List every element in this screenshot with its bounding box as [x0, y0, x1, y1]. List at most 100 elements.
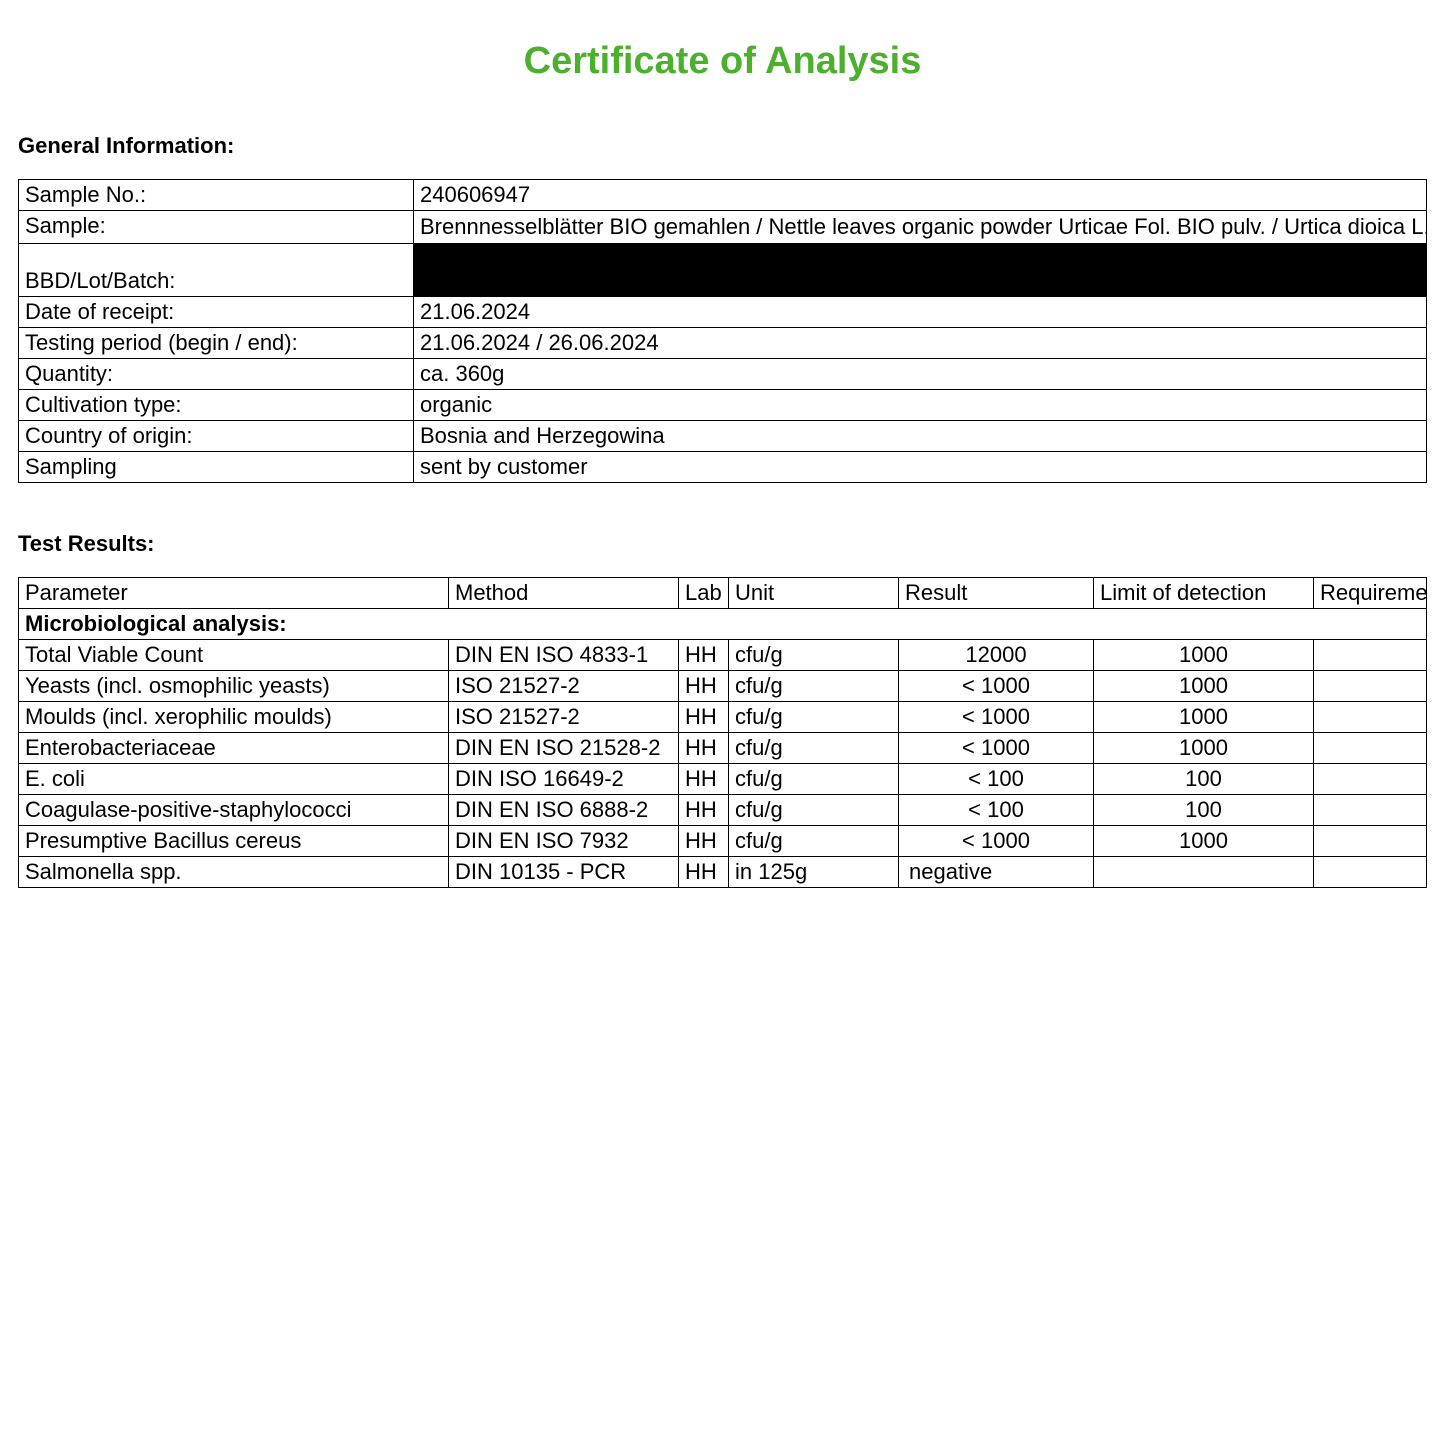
cell-lod: 1000 [1094, 732, 1314, 763]
info-row-redacted: BBD/Lot/Batch: [19, 243, 1427, 296]
cell-req [1314, 794, 1427, 825]
cell-lab: HH [679, 732, 729, 763]
cell-lab: HH [679, 856, 729, 887]
info-row: Testing period (begin / end): 21.06.2024… [19, 327, 1427, 358]
info-value: 21.06.2024 [414, 296, 1427, 327]
cell-req [1314, 732, 1427, 763]
cell-req [1314, 701, 1427, 732]
cell-result: < 1000 [899, 701, 1094, 732]
results-header-row: Parameter Method Lab Unit Result Limit o… [19, 577, 1427, 608]
col-method: Method [449, 577, 679, 608]
cell-unit: cfu/g [729, 732, 899, 763]
cell-method: DIN EN ISO 7932 [449, 825, 679, 856]
cell-lab: HH [679, 670, 729, 701]
cell-result: < 1000 [899, 825, 1094, 856]
col-requirements: Requirements [1314, 577, 1427, 608]
info-row: Sample No.: 240606947 [19, 180, 1427, 211]
cell-unit: cfu/g [729, 794, 899, 825]
cell-lod: 100 [1094, 763, 1314, 794]
cell-req [1314, 763, 1427, 794]
cell-lab: HH [679, 701, 729, 732]
cell-parameter: Moulds (incl. xerophilic moulds) [19, 701, 449, 732]
col-parameter: Parameter [19, 577, 449, 608]
cell-lab: HH [679, 763, 729, 794]
cell-req [1314, 856, 1427, 887]
info-row: Sample: Brennnesselblätter BIO gemahlen … [19, 211, 1427, 244]
table-row: Salmonella spp. DIN 10135 - PCR HH in 12… [19, 856, 1427, 887]
general-info-table: Sample No.: 240606947 Sample: Brennnesse… [18, 179, 1427, 483]
results-subheader-row: Microbiological analysis: [19, 608, 1427, 639]
page-title: Certificate of Analysis [18, 40, 1427, 83]
cell-unit: cfu/g [729, 670, 899, 701]
cell-lod: 100 [1094, 794, 1314, 825]
info-value: sent by customer [414, 451, 1427, 482]
info-label: Sample: [19, 211, 414, 244]
info-label: Sampling [19, 451, 414, 482]
leaf-watermark-icon [0, 911, 1445, 1451]
info-value: Bosnia and Herzegowina [414, 420, 1427, 451]
cell-unit: cfu/g [729, 639, 899, 670]
cell-parameter: Presumptive Bacillus cereus [19, 825, 449, 856]
info-label: Quantity: [19, 358, 414, 389]
info-row: Country of origin: Bosnia and Herzegowin… [19, 420, 1427, 451]
cell-lab: HH [679, 639, 729, 670]
info-label: Date of receipt: [19, 296, 414, 327]
col-unit: Unit [729, 577, 899, 608]
cell-req [1314, 639, 1427, 670]
cell-req [1314, 670, 1427, 701]
cell-method: DIN 10135 - PCR [449, 856, 679, 887]
general-info-label: General Information: [18, 133, 1427, 159]
general-info-body: Sample No.: 240606947 Sample: Brennnesse… [19, 180, 1427, 483]
info-label: Sample No.: [19, 180, 414, 211]
cell-method: ISO 21527-2 [449, 701, 679, 732]
test-results-label: Test Results: [18, 531, 1427, 557]
cell-parameter: Total Viable Count [19, 639, 449, 670]
table-row: Moulds (incl. xerophilic moulds) ISO 215… [19, 701, 1427, 732]
table-row: Coagulase-positive-staphylococci DIN EN … [19, 794, 1427, 825]
test-results-table: Parameter Method Lab Unit Result Limit o… [18, 577, 1427, 888]
cell-method: DIN EN ISO 21528-2 [449, 732, 679, 763]
info-value: organic [414, 389, 1427, 420]
cell-result: < 1000 [899, 732, 1094, 763]
info-label: Country of origin: [19, 420, 414, 451]
table-row: Presumptive Bacillus cereus DIN EN ISO 7… [19, 825, 1427, 856]
info-value: 21.06.2024 / 26.06.2024 [414, 327, 1427, 358]
cell-result: < 1000 [899, 670, 1094, 701]
cell-lod: 1000 [1094, 701, 1314, 732]
cell-parameter: Salmonella spp. [19, 856, 449, 887]
cell-lab: HH [679, 794, 729, 825]
cell-parameter: E. coli [19, 763, 449, 794]
results-subheader: Microbiological analysis: [19, 608, 1427, 639]
cell-lab: HH [679, 825, 729, 856]
cell-lod: 1000 [1094, 639, 1314, 670]
cell-parameter: Yeasts (incl. osmophilic yeasts) [19, 670, 449, 701]
certificate-page: Certificate of Analysis General Informat… [0, 0, 1445, 1451]
cell-method: ISO 21527-2 [449, 670, 679, 701]
table-row: E. coli DIN ISO 16649-2 HH cfu/g < 100 1… [19, 763, 1427, 794]
cell-unit: cfu/g [729, 763, 899, 794]
col-lab: Lab [679, 577, 729, 608]
cell-method: DIN EN ISO 6888-2 [449, 794, 679, 825]
cell-parameter: Enterobacteriaceae [19, 732, 449, 763]
cell-result: 12000 [899, 639, 1094, 670]
info-row: Quantity: ca. 360g [19, 358, 1427, 389]
cell-lod [1094, 856, 1314, 887]
info-value: Brennnesselblätter BIO gemahlen / Nettle… [414, 211, 1427, 244]
info-label: BBD/Lot/Batch: [19, 243, 414, 296]
cell-result: < 100 [899, 763, 1094, 794]
cell-method: DIN EN ISO 4833-1 [449, 639, 679, 670]
cell-parameter: Coagulase-positive-staphylococci [19, 794, 449, 825]
cell-result: < 100 [899, 794, 1094, 825]
redacted-value [414, 243, 1427, 296]
cell-req [1314, 825, 1427, 856]
info-row: Sampling sent by customer [19, 451, 1427, 482]
cell-unit: cfu/g [729, 825, 899, 856]
col-result: Result [899, 577, 1094, 608]
cell-method: DIN ISO 16649-2 [449, 763, 679, 794]
col-lod: Limit of detection [1094, 577, 1314, 608]
cell-unit: in 125g [729, 856, 899, 887]
info-row: Date of receipt: 21.06.2024 [19, 296, 1427, 327]
info-label: Testing period (begin / end): [19, 327, 414, 358]
table-row: Total Viable Count DIN EN ISO 4833-1 HH … [19, 639, 1427, 670]
cell-lod: 1000 [1094, 825, 1314, 856]
